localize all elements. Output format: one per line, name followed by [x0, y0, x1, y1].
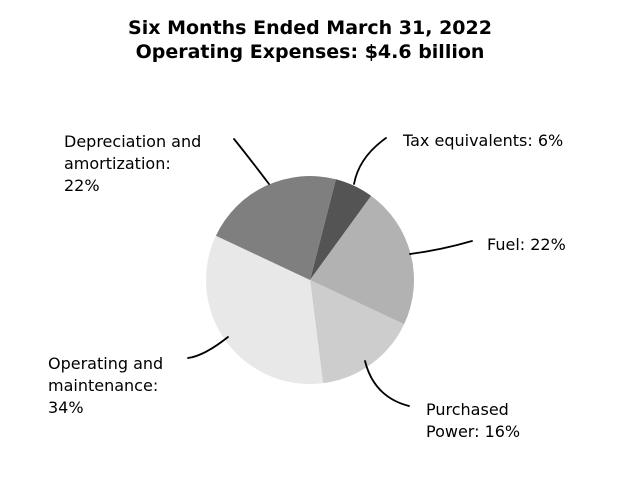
leader-line-operating-and-maintenance [187, 336, 229, 359]
leader-lines-group [187, 137, 473, 407]
chart-title-line-2: Operating Expenses: $4.6 billion [135, 41, 485, 63]
pie-label-depreciation-and-amortization: Depreciation and amortization: 22% [64, 132, 202, 195]
pie-slices-group [206, 176, 414, 384]
pie-label-operating-and-maintenance: Operating and maintenance: 34% [48, 354, 164, 417]
pie-slice-depreciation-and-amortization [215, 176, 336, 280]
pie-slice-purchased-power [310, 280, 405, 384]
leader-line-tax-equivalents [353, 137, 387, 185]
pie-label-purchased-power: Purchased Power: 16% [426, 400, 521, 441]
pie-slice-operating-and-maintenance [206, 235, 324, 384]
leader-line-purchased-power [364, 360, 410, 407]
leader-line-depreciation-and-amortization [233, 138, 270, 185]
pie-label-tax-equivalents: Tax equivalents: 6% [403, 131, 564, 150]
pie-slice-tax-equivalents [310, 179, 372, 280]
pie-label-fuel: Fuel: 22% [487, 235, 566, 254]
chart-title: Six Months Ended March 31, 2022 Operatin… [0, 16, 620, 64]
chart-title-line-1: Six Months Ended March 31, 2022 [128, 17, 492, 39]
leader-line-fuel [409, 240, 473, 255]
pie-slice-fuel [310, 195, 414, 325]
